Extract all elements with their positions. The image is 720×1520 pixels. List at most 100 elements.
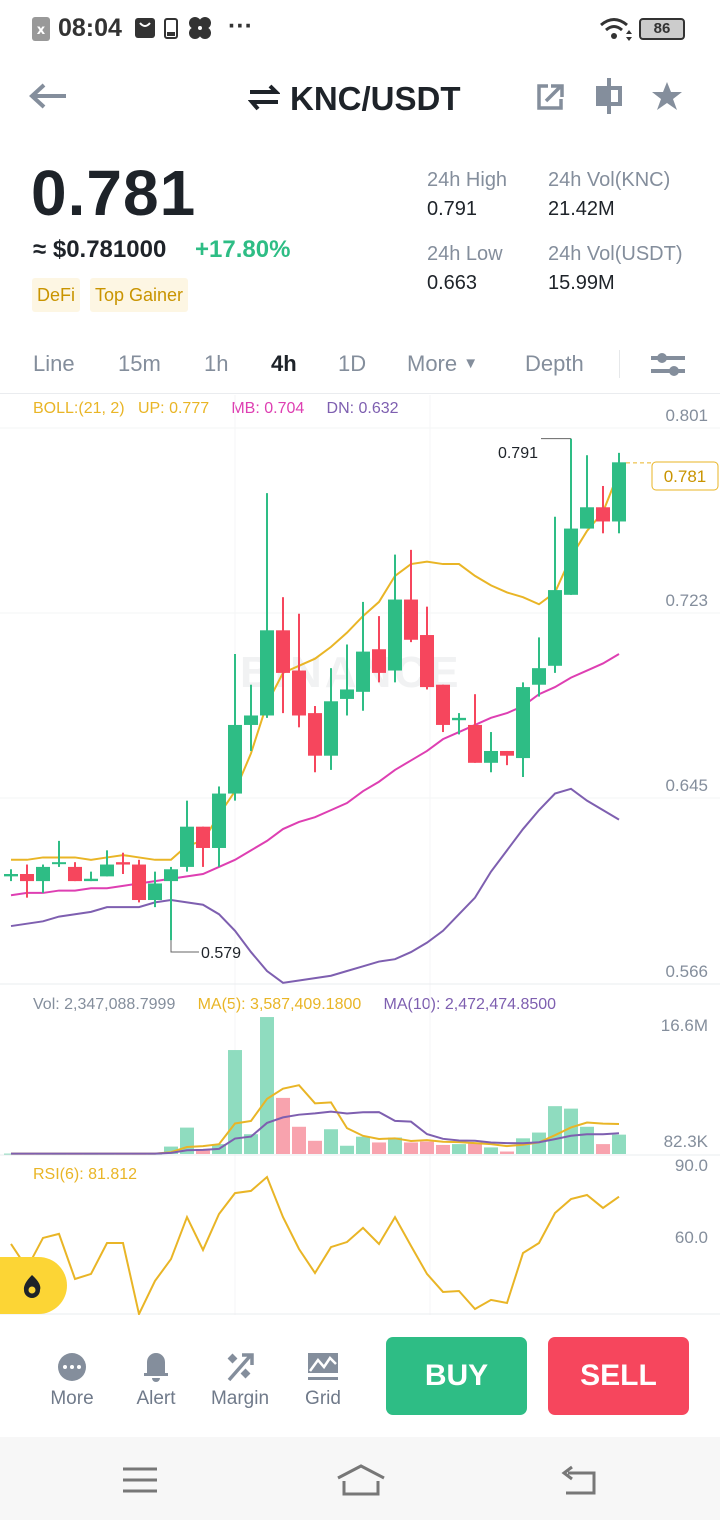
candle xyxy=(164,866,178,941)
volume-bar xyxy=(388,1137,402,1154)
boll-dn: DN: 0.632 xyxy=(326,400,399,417)
rsi-line xyxy=(10,1175,620,1315)
candle-body xyxy=(292,670,306,716)
back-arrow-icon[interactable] xyxy=(28,82,68,110)
candle xyxy=(484,732,498,773)
shopping-bag-icon xyxy=(135,18,155,38)
menu-icon[interactable] xyxy=(123,1467,157,1493)
notification-x-icon: x xyxy=(32,17,50,41)
volume-bar xyxy=(324,1129,338,1154)
volume-bar xyxy=(500,1151,514,1154)
candle-body xyxy=(148,883,162,901)
tag-defi[interactable]: DeFi xyxy=(32,278,81,312)
candle-body xyxy=(564,528,578,595)
vol-base-label: 24h Vol(KNC) xyxy=(548,169,671,191)
candle-chart-icon[interactable] xyxy=(594,78,624,114)
volume-bar xyxy=(276,1097,290,1154)
candle-body xyxy=(436,684,450,725)
chart-settings-icon[interactable] xyxy=(651,349,685,379)
vol-quote-value: 15.99M xyxy=(548,272,615,294)
more-notifications: ··· xyxy=(228,12,253,40)
bell-icon xyxy=(144,1353,168,1382)
tab-depth[interactable]: Depth xyxy=(525,351,584,376)
candle-body xyxy=(340,689,354,699)
candle-body xyxy=(276,630,290,673)
sell-button[interactable]: SELL xyxy=(548,1337,689,1415)
candle xyxy=(116,852,130,875)
high-label: 24h High xyxy=(427,169,508,191)
volume-bar xyxy=(260,1017,274,1154)
candle-body xyxy=(244,715,258,725)
candle xyxy=(468,694,482,763)
volume-bar xyxy=(404,1142,418,1154)
candle xyxy=(516,682,530,777)
candle-body xyxy=(164,869,178,882)
candle-body xyxy=(308,713,322,756)
volume-bar xyxy=(548,1106,562,1154)
boll-up: UP: 0.777 xyxy=(137,400,210,417)
candle xyxy=(244,684,258,751)
grid-bot-icon xyxy=(308,1353,338,1380)
candle-body xyxy=(20,874,34,882)
battery-indicator: 86 xyxy=(639,18,685,40)
candle-body xyxy=(596,507,610,522)
volume-bar xyxy=(308,1140,322,1154)
last-price-label: 0.781 xyxy=(664,467,707,486)
candle xyxy=(420,606,434,690)
share-icon[interactable] xyxy=(536,83,566,111)
tab-15m[interactable]: 15m xyxy=(118,351,161,376)
grid-button[interactable]: Grid xyxy=(288,1352,358,1410)
tag-top-gainer[interactable]: Top Gainer xyxy=(90,278,189,312)
candle xyxy=(452,713,466,735)
tab-1d[interactable]: 1D xyxy=(338,351,367,376)
alert-label: Alert xyxy=(136,1388,176,1409)
candle-body xyxy=(180,826,194,867)
tab-line[interactable]: Line xyxy=(33,351,75,376)
candle xyxy=(196,826,210,867)
fan-icon xyxy=(189,17,211,39)
candle-body xyxy=(228,724,242,794)
swap-icon[interactable] xyxy=(248,84,280,112)
candle xyxy=(4,869,18,882)
candle xyxy=(132,859,146,903)
volume-bar xyxy=(436,1144,450,1154)
favorite-star-icon[interactable] xyxy=(651,81,683,111)
more-button[interactable]: More xyxy=(37,1352,107,1410)
price-tick: 0.801 xyxy=(665,406,708,425)
vol-base-value: 21.42M xyxy=(548,198,615,220)
candle-body xyxy=(420,635,434,688)
candle-body xyxy=(324,701,338,756)
back-nav-icon[interactable] xyxy=(560,1465,598,1495)
flame-button[interactable] xyxy=(0,1257,67,1314)
alert-button[interactable]: Alert xyxy=(121,1352,191,1410)
home-icon[interactable] xyxy=(336,1464,386,1496)
last-price: 0.781 xyxy=(31,157,197,229)
margin-button[interactable]: Margin xyxy=(205,1352,275,1410)
tab-1h[interactable]: 1h xyxy=(204,351,229,376)
volume-bar xyxy=(564,1108,578,1154)
candle xyxy=(212,786,226,867)
tab-4h[interactable]: 4h xyxy=(271,351,297,376)
candle xyxy=(500,750,514,766)
boll-lower-line xyxy=(10,787,620,984)
boll-upper-line xyxy=(11,471,620,861)
high-value: 0.791 xyxy=(427,198,478,220)
volume-ma10-line xyxy=(11,1110,620,1155)
volume-bar xyxy=(356,1136,370,1154)
candle-body xyxy=(116,862,130,865)
pair-title[interactable]: KNC/USDT xyxy=(290,80,461,117)
flame-icon xyxy=(23,1275,41,1298)
candle xyxy=(20,864,34,898)
candle-body xyxy=(196,826,210,848)
rsi-tick: 60.0 xyxy=(674,1228,708,1247)
candle xyxy=(84,871,98,882)
volume-bar xyxy=(164,1146,178,1154)
buy-button[interactable]: BUY xyxy=(386,1337,527,1415)
candle xyxy=(564,438,578,595)
candle-body xyxy=(500,750,514,756)
candlestick-chart[interactable]: 0.791 0.579 0.781 xyxy=(0,395,720,1315)
low-marker-label: 0.579 xyxy=(201,945,241,962)
candle-body xyxy=(52,862,66,865)
battery-small-icon xyxy=(164,18,178,39)
tab-more[interactable]: More ▼ xyxy=(407,351,478,377)
